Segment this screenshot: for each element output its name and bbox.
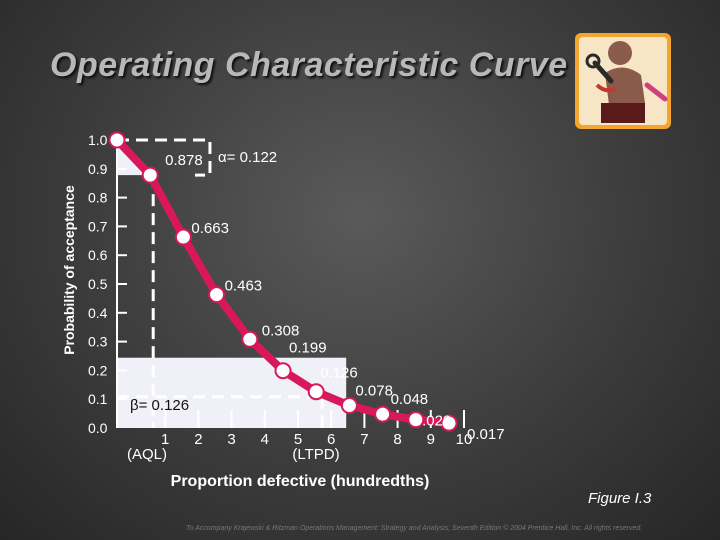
x-tick-label: 5 — [294, 431, 302, 448]
y-tick-label: 0.5 — [88, 276, 108, 292]
x-tick-label: 8 — [393, 431, 401, 448]
ltpd-label: (LTPD) — [292, 446, 339, 463]
data-point — [274, 362, 292, 380]
x-tick-label: 4 — [261, 431, 269, 448]
x-tick-label: 2 — [194, 431, 202, 448]
y-tick-label: 0.6 — [88, 247, 108, 263]
y-tick-label: 0.8 — [88, 190, 108, 206]
data-point-label: 0.048 — [391, 391, 429, 408]
data-point-label: 0.463 — [225, 278, 263, 295]
data-point — [141, 166, 159, 184]
data-point-label: 0.199 — [289, 340, 327, 357]
y-tick-label: 0.4 — [88, 305, 108, 321]
alpha-label: α= 0.122 — [218, 149, 277, 166]
data-point-label: 0.663 — [191, 220, 229, 237]
y-tick-label: 1.0 — [88, 132, 108, 148]
x-tick-label: 6 — [327, 431, 335, 448]
y-tick-label: 0.1 — [88, 391, 108, 407]
data-point — [208, 286, 226, 304]
data-point — [241, 330, 259, 348]
data-point — [174, 228, 192, 246]
y-tick-label: 0.2 — [88, 362, 108, 378]
x-tick-label: 9 — [427, 431, 435, 448]
data-point — [108, 131, 126, 149]
footer-credit: To Accompany Krajewski & Ritzman Operati… — [186, 525, 643, 532]
data-point — [374, 405, 392, 423]
data-point-label: 0.878 — [165, 152, 203, 169]
data-point — [440, 414, 458, 432]
data-point-label: 0.308 — [262, 322, 300, 339]
aql-label: (AQL) — [127, 446, 167, 463]
y-axis-title: Probability of acceptance — [61, 185, 77, 355]
data-point — [407, 411, 425, 429]
figure-label: Figure I.3 — [588, 490, 652, 507]
page-title: Operating Characteristic Curve — [50, 46, 568, 84]
x-tick-label: 1 — [161, 431, 169, 448]
y-tick-label: 0.0 — [88, 420, 108, 436]
y-tick-label: 0.9 — [88, 161, 108, 177]
beta-label: β= 0.126 — [130, 397, 189, 414]
data-point — [340, 397, 358, 415]
worker-with-wrench-icon — [575, 33, 671, 129]
y-tick-label: 0.7 — [88, 218, 108, 234]
data-point-label: 0.078 — [355, 383, 393, 400]
data-point-label: 0.029 — [414, 413, 452, 430]
x-tick-label: 3 — [227, 431, 235, 448]
data-point — [307, 383, 325, 401]
data-point-label: 0.017 — [467, 426, 505, 443]
x-tick-label: 7 — [360, 431, 368, 448]
data-point-label: 0.126 — [320, 365, 358, 382]
y-tick-label: 0.3 — [88, 334, 108, 350]
x-tick-label: 10 — [456, 431, 473, 448]
x-axis-title: Proportion defective (hundredths) — [171, 473, 430, 490]
alpha-bracket-line — [117, 138, 212, 177]
